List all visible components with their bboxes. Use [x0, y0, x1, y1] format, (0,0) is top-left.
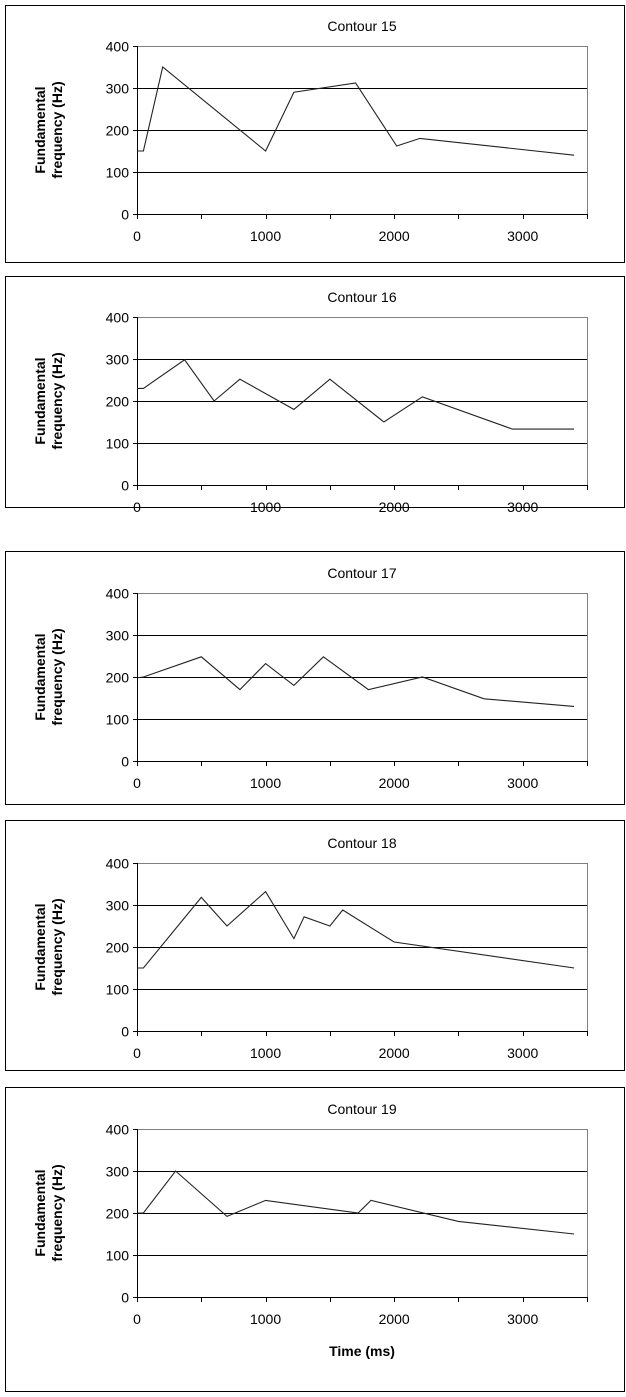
chart-panel-3: Contour 17 0 100 200 300 400 0 1000 2000 3000 Fund… — [5, 551, 625, 805]
x-tick-label: 2000 — [379, 1311, 410, 1327]
x-tick-label: 2000 — [379, 228, 410, 244]
y-tick-label: 200 — [106, 670, 130, 686]
y-axis-label-line2: frequency (Hz) — [49, 1164, 65, 1261]
y-tick-label: 400 — [106, 1122, 130, 1138]
chart-panel-4: Contour 18 0 100 200 300 400 0 1000 2000 3000 Fund… — [5, 820, 625, 1071]
y-axis-label-line1: Fundamental — [32, 1169, 48, 1256]
y-axis-label-line2: frequency (Hz) — [49, 628, 65, 725]
y-tick-label: 300 — [106, 898, 130, 914]
chart-title: Contour 18 — [327, 835, 396, 851]
x-tick-label: 1000 — [250, 228, 281, 244]
y-tick-label: 200 — [106, 940, 130, 956]
x-tick-label: 1000 — [250, 1045, 281, 1061]
y-axis-label-line1: Fundamental — [32, 903, 48, 990]
y-axis-label-line1: Fundamental — [32, 357, 48, 444]
x-tick-label: 3000 — [507, 775, 538, 791]
x-tick-label: 3000 — [507, 1045, 538, 1061]
y-tick-label: 400 — [106, 586, 130, 602]
y-tick-label: 100 — [106, 436, 130, 452]
x-tick-label: 1000 — [250, 499, 281, 515]
y-axis-label-line1: Fundamental — [32, 86, 48, 173]
x-axis-label: Time (ms) — [329, 1343, 395, 1359]
series-line — [137, 66, 575, 156]
x-tick-label: 3000 — [507, 1311, 538, 1327]
y-tick-label: 0 — [121, 1290, 129, 1306]
chart-panel-1: Contour 15 0 100 200 300 400 0 1000 2000 3000 Fund… — [5, 5, 625, 263]
chart-title: Contour 17 — [327, 565, 396, 581]
x-tick-label: 2000 — [379, 499, 410, 515]
x-tick-label: 2000 — [379, 775, 410, 791]
y-tick-label: 100 — [106, 712, 130, 728]
x-tick-label: 3000 — [507, 499, 538, 515]
series-line — [137, 890, 575, 969]
x-tick-label: 2000 — [379, 1045, 410, 1061]
series-line — [137, 1170, 575, 1235]
y-tick-label: 100 — [106, 165, 130, 181]
y-tick-label: 100 — [106, 1248, 130, 1264]
x-tick-label: 0 — [133, 775, 141, 791]
y-tick-label: 400 — [106, 39, 130, 55]
y-tick-label: 200 — [106, 1206, 130, 1222]
y-tick-label: 300 — [106, 1164, 130, 1180]
x-tick-label: 1000 — [250, 1311, 281, 1327]
y-axis-label-line2: frequency (Hz) — [49, 898, 65, 995]
y-axis-label-line2: frequency (Hz) — [49, 81, 65, 178]
x-tick-label: 3000 — [507, 228, 538, 244]
chart-panel-2: Contour 16 0 100 200 300 400 0 1000 2000 3000 Fund… — [5, 276, 625, 515]
x-tick-label: 1000 — [250, 775, 281, 791]
y-axis-label-line2: frequency (Hz) — [49, 352, 65, 449]
chart-panel-5: Contour 19 0 100 200 300 400 0 1000 2000 3000 Fund… — [5, 1087, 625, 1392]
y-tick-label: 0 — [121, 207, 129, 223]
y-tick-label: 0 — [121, 478, 129, 494]
y-tick-label: 200 — [106, 394, 130, 410]
x-tick-label: 0 — [133, 1045, 141, 1061]
y-tick-label: 300 — [106, 81, 130, 97]
y-tick-label: 200 — [106, 123, 130, 139]
y-tick-label: 0 — [121, 754, 129, 770]
y-tick-label: 400 — [106, 856, 130, 872]
y-tick-label: 300 — [106, 628, 130, 644]
series-line — [136, 656, 575, 707]
x-tick-label: 0 — [133, 1311, 141, 1327]
chart-title: Contour 16 — [327, 289, 396, 305]
x-tick-label: 0 — [133, 499, 141, 515]
y-tick-label: 100 — [106, 982, 130, 998]
series-line — [137, 359, 575, 430]
chart-title: Contour 19 — [327, 1101, 396, 1117]
chart-title: Contour 15 — [327, 18, 396, 34]
y-tick-label: 300 — [106, 352, 130, 368]
y-axis-label-line1: Fundamental — [32, 633, 48, 720]
y-tick-label: 400 — [106, 310, 130, 326]
y-tick-label: 0 — [121, 1024, 129, 1040]
x-tick-label: 0 — [133, 228, 141, 244]
